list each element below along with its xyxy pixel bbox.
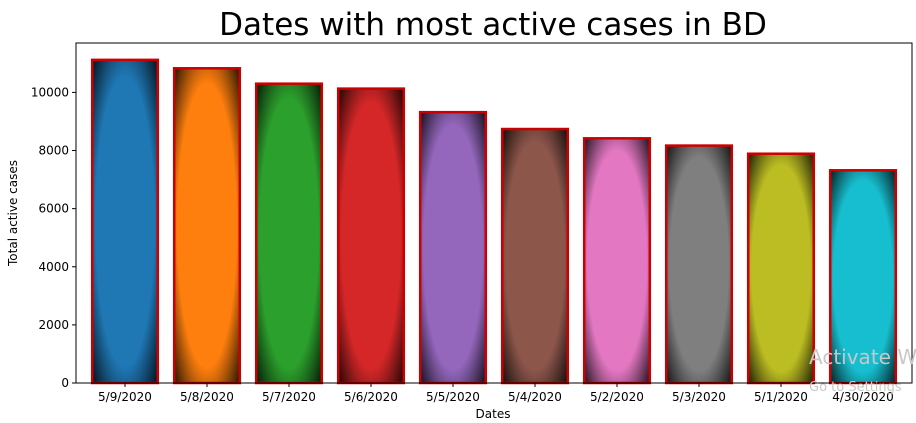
y-tick-label: 0 <box>61 376 69 390</box>
bar-5-3-2020 <box>664 144 734 385</box>
x-tick-label: 5/9/2020 <box>98 390 152 404</box>
x-tick-label: 4/30/2020 <box>832 390 894 404</box>
y-tick-label: 2000 <box>38 318 69 332</box>
y-axis-ticks: 0 2000 4000 6000 8000 10000 <box>31 85 76 390</box>
x-tick-label: 5/4/2020 <box>508 390 562 404</box>
y-tick-label: 10000 <box>31 85 69 99</box>
x-axis-label: Dates <box>476 407 511 421</box>
bar-5-2-2020 <box>582 137 652 385</box>
bars-group <box>90 58 898 385</box>
bar-4-30-2020 <box>828 169 898 385</box>
watermark-line1: Activate W <box>809 345 916 369</box>
x-tick-label: 5/8/2020 <box>180 390 234 404</box>
x-tick-label: 5/6/2020 <box>344 390 398 404</box>
watermark-line2: Go to Settings <box>809 380 902 395</box>
bar-5-8-2020 <box>172 67 242 385</box>
y-tick-label: 6000 <box>38 202 69 216</box>
y-tick-label: 8000 <box>38 144 69 158</box>
x-tick-label: 5/7/2020 <box>262 390 316 404</box>
chart-title: Dates with most active cases in BD <box>219 7 767 43</box>
bar-5-4-2020 <box>500 127 570 385</box>
x-tick-label: 5/1/2020 <box>754 390 808 404</box>
x-tick-label: 5/2/2020 <box>590 390 644 404</box>
y-tick-label: 4000 <box>38 260 69 274</box>
bar-5-1-2020 <box>746 152 816 385</box>
bar-5-9-2020 <box>90 58 160 385</box>
plot-frame <box>75 42 913 384</box>
x-tick-label: 5/3/2020 <box>672 390 726 404</box>
bar-5-7-2020 <box>254 82 324 385</box>
bar-5-5-2020 <box>418 110 488 385</box>
x-axis-ticks: 5/9/2020 5/8/2020 5/7/2020 5/6/2020 5/5/2020… <box>98 383 894 404</box>
y-axis-label: Total active cases <box>6 160 20 267</box>
x-tick-label: 5/5/2020 <box>426 390 480 404</box>
bar-5-6-2020 <box>336 87 406 385</box>
